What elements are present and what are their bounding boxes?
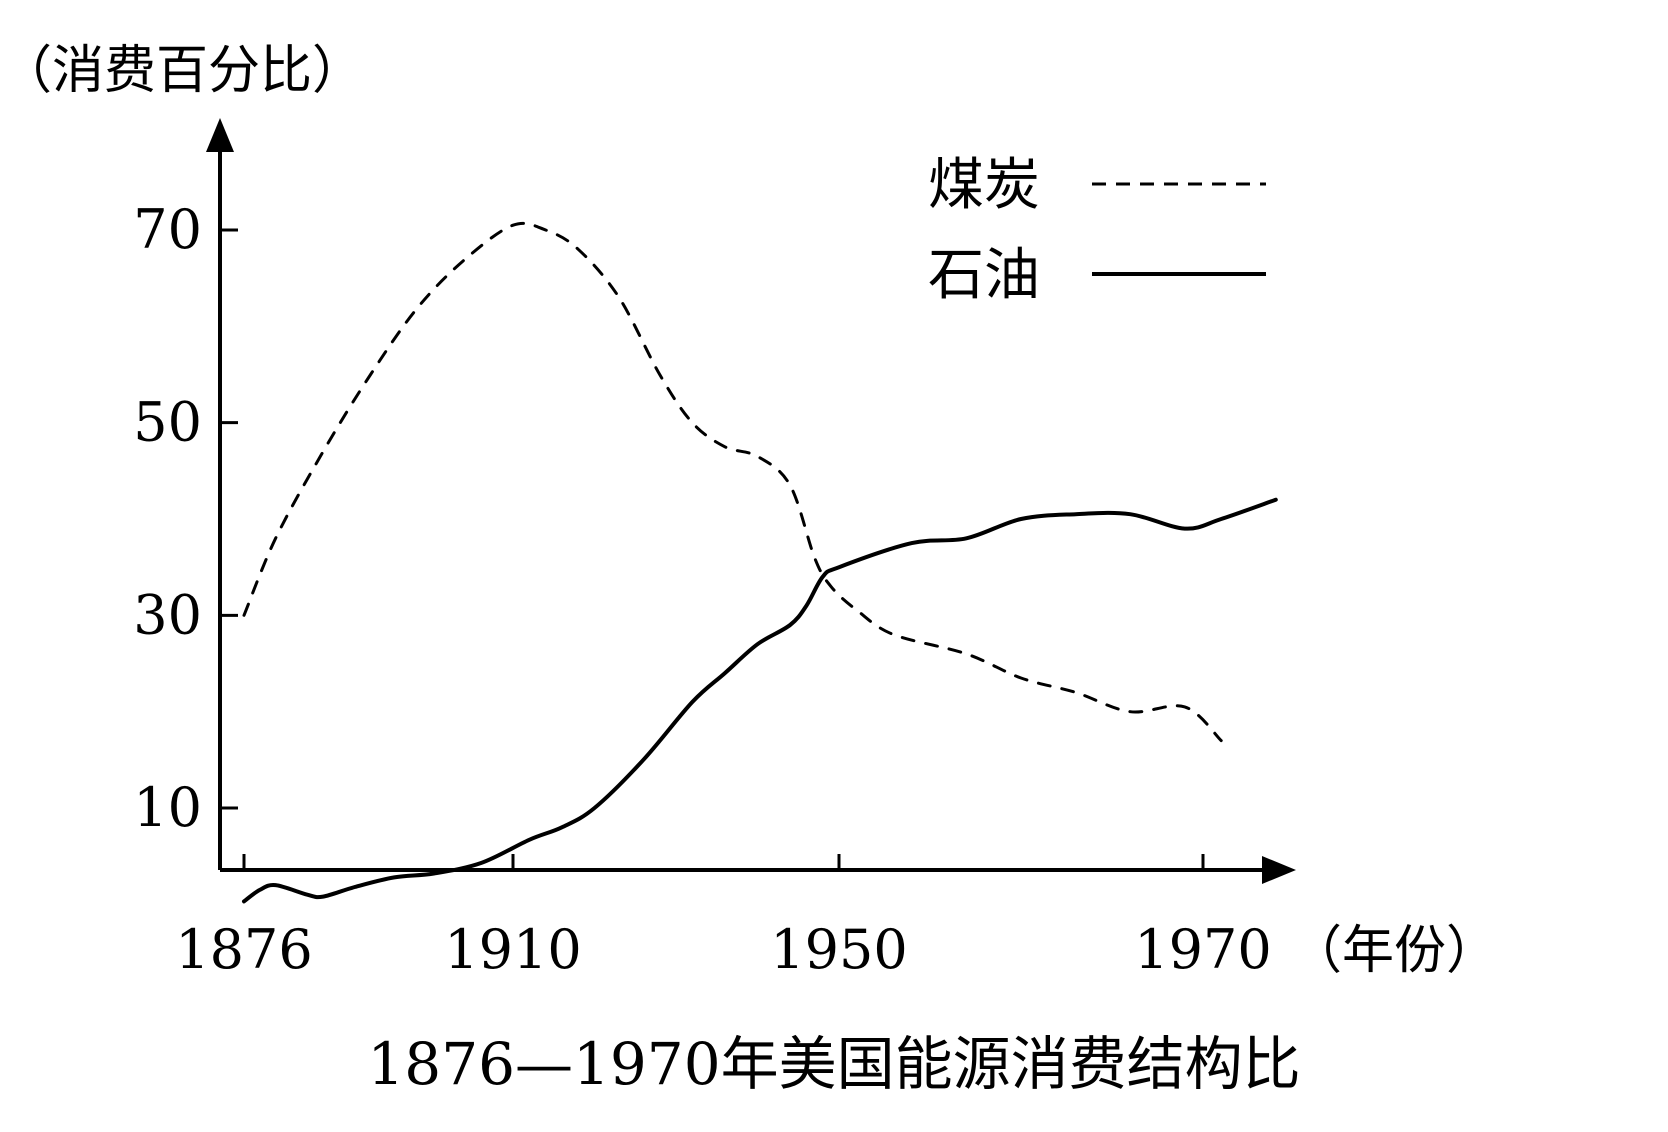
- legend: 煤炭 石油: [928, 153, 1266, 308]
- y-axis-label: （消费百分比）: [0, 41, 364, 101]
- x-tick-label: 1970: [1134, 918, 1271, 981]
- y-tick-label: 70: [133, 198, 202, 261]
- y-tick-label: 50: [133, 391, 202, 454]
- x-axis-label: （年份）: [1290, 921, 1498, 981]
- legend-label-oil: 石油: [928, 243, 1040, 308]
- series-line-oil: [242, 497, 1278, 904]
- y-tick-label: 10: [133, 776, 202, 839]
- x-tick-label: 1876: [175, 918, 312, 981]
- y-tick-label: 30: [133, 583, 202, 646]
- x-axis-arrow: [1262, 856, 1296, 884]
- y-axis-arrow: [206, 118, 234, 152]
- series-layer: [242, 221, 1278, 904]
- x-ticks: 1876 1910 1950 1970: [175, 854, 1272, 981]
- y-ticks: 10 30 50 70: [133, 198, 238, 839]
- x-tick-label: 1950: [770, 918, 907, 981]
- series-line-coal: [242, 221, 1223, 743]
- x-tick-label: 1910: [444, 918, 581, 981]
- legend-label-coal: 煤炭: [928, 153, 1040, 218]
- chart-title: 1876—1970年美国能源消费结构比: [367, 1030, 1300, 1098]
